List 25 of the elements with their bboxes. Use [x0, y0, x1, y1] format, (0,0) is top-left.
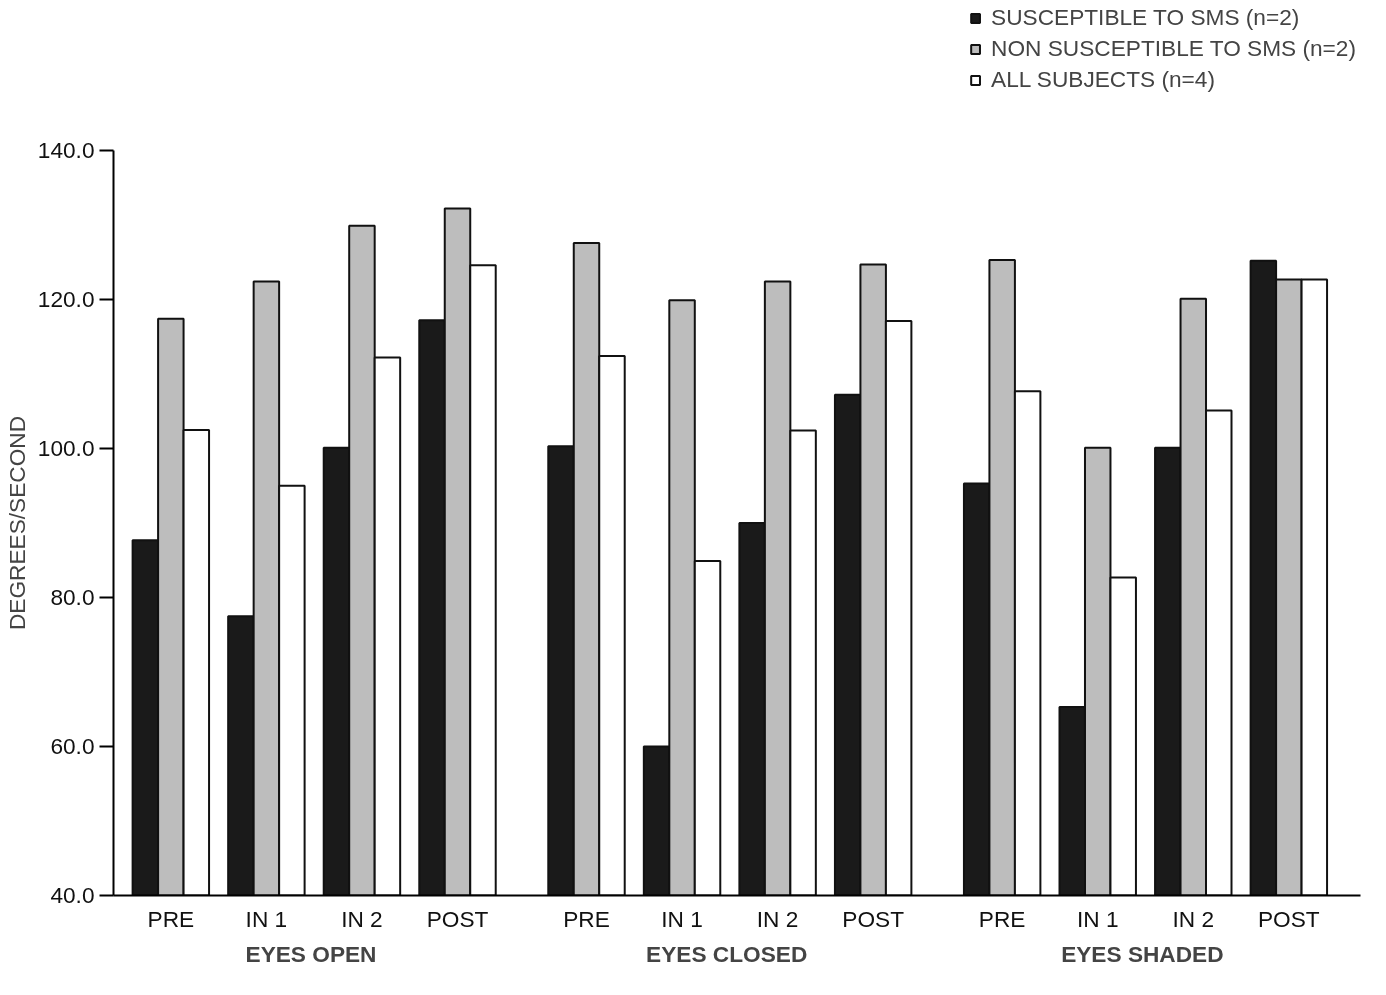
x-tick-label: PRE — [147, 905, 195, 932]
x-tick-label: IN 1 — [1076, 905, 1119, 932]
legend-label: SUSCEPTIBLE TO SMS (n=2) — [991, 4, 1300, 31]
legend-label: ALL SUBJECTS (n=4) — [991, 66, 1215, 93]
x-tick-label: IN 2 — [341, 905, 383, 932]
x-tick-label: PRE — [978, 905, 1026, 932]
text: EYES SHADED — [1061, 940, 1224, 967]
text: EYES OPEN — [245, 940, 377, 967]
legend-label: NON SUSCEPTIBLE TO SMS (n=2) — [991, 35, 1356, 62]
x-tick-label: POST — [842, 905, 905, 932]
x-tick-label: POST — [426, 905, 489, 932]
x-tick-label: IN 2 — [1172, 905, 1215, 932]
y-tick-label: 120.0 — [37, 286, 95, 312]
y-axis-title: DEGREES/SECOND — [3, 415, 30, 631]
y-tick-label: 100.0 — [37, 435, 95, 461]
y-tick-label: 140.0 — [37, 137, 95, 163]
x-tick-label: IN 1 — [661, 905, 703, 932]
y-tick-label: 60.0 — [50, 733, 95, 759]
y-tick-label: 40.0 — [50, 882, 95, 908]
y-tick-label: 80.0 — [50, 584, 95, 610]
text: EYES CLOSED — [646, 940, 808, 967]
x-tick-label: IN 1 — [245, 905, 288, 932]
x-tick-label: POST — [1257, 905, 1320, 932]
x-tick-label: IN 2 — [756, 905, 799, 932]
x-tick-label: PRE — [563, 905, 610, 932]
